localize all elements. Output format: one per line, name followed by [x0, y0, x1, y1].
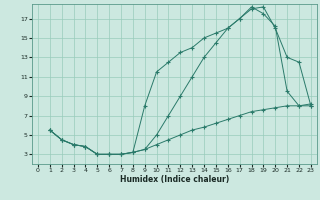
X-axis label: Humidex (Indice chaleur): Humidex (Indice chaleur)	[120, 175, 229, 184]
